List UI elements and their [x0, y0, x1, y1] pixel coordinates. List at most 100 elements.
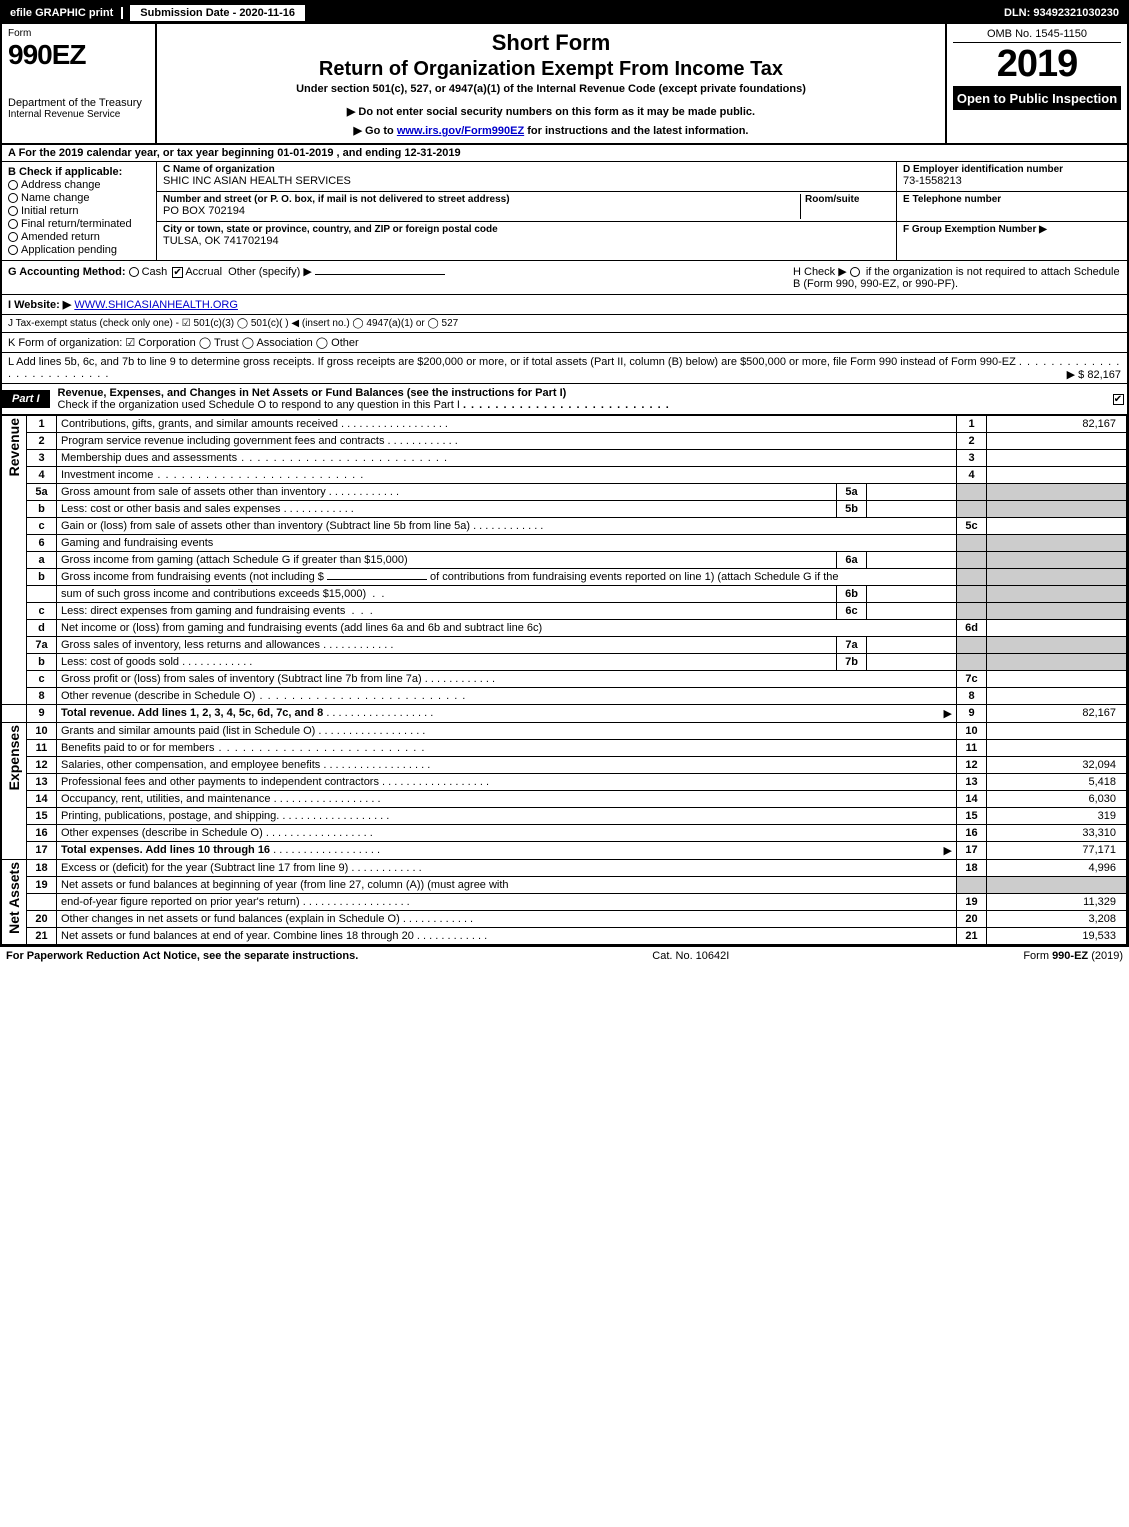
b-opt-address[interactable]: Address change: [8, 179, 150, 191]
c-addr-label: Number and street (or P. O. box, if mail…: [163, 194, 800, 205]
col-val: [987, 518, 1127, 535]
radio-icon[interactable]: [129, 267, 139, 277]
website-link[interactable]: WWW.SHICASIANHEALTH.ORG: [74, 299, 238, 311]
line-num: 15: [27, 808, 57, 825]
table-row: 9 Total revenue. Add lines 1, 2, 3, 4, 5…: [2, 705, 1127, 723]
line-desc: Gain or (loss) from sale of assets other…: [57, 518, 957, 535]
col-val: [987, 467, 1127, 484]
line-num: 18: [27, 860, 57, 877]
irs-link[interactable]: www.irs.gov/Form990EZ: [397, 125, 524, 137]
col-num: 1: [957, 416, 987, 433]
l18-text: Excess or (deficit) for the year (Subtra…: [61, 862, 348, 874]
c-name-label: C Name of organization: [163, 164, 890, 175]
col-num: 12: [957, 757, 987, 774]
table-row: Revenue 1 Contributions, gifts, grants, …: [2, 416, 1127, 433]
header-right: OMB No. 1545-1150 2019 Open to Public In…: [947, 24, 1127, 143]
l5c-text: Gain or (loss) from sale of assets other…: [61, 520, 470, 532]
b-title: B Check if applicable:: [8, 166, 150, 178]
dots-icon: [270, 844, 380, 856]
dots-icon: [214, 742, 425, 754]
dots-icon: [237, 452, 448, 464]
netassets-label: Net Assets: [6, 862, 22, 934]
line-num: a: [27, 552, 57, 569]
col-num: 18: [957, 860, 987, 877]
b-label-4: Amended return: [21, 231, 100, 243]
org-address: PO BOX 702194: [163, 205, 800, 217]
col-num: 10: [957, 723, 987, 740]
table-row: 7a Gross sales of inventory, less return…: [2, 637, 1127, 654]
sub-num: 6b: [837, 586, 867, 603]
dots-icon: [320, 759, 430, 771]
grey-cell: [957, 501, 987, 518]
section-h: H Check ▶ if the organization is not req…: [787, 261, 1127, 294]
grey-cell: [987, 552, 1127, 569]
form-word: Form: [8, 28, 149, 39]
col-num: 2: [957, 433, 987, 450]
col-num: 13: [957, 774, 987, 791]
b-opt-amended[interactable]: Amended return: [8, 231, 150, 243]
l10-text: Grants and similar amounts paid (list in…: [61, 725, 315, 737]
i-label: I Website: ▶: [8, 299, 71, 311]
e-phone-label: E Telephone number: [903, 194, 1121, 205]
section-c: C Name of organization SHIC INC ASIAN HE…: [157, 162, 897, 260]
blank-line[interactable]: [327, 579, 427, 580]
grey-cell: [987, 637, 1127, 654]
grey-cell: [987, 654, 1127, 671]
l6-text: Gaming and fundraising events: [57, 535, 957, 552]
l6b-text3: sum of such gross income and contributio…: [61, 588, 366, 600]
dept-treasury: Department of the Treasury: [8, 97, 149, 109]
l6b-text1: Gross income from fundraising events (no…: [61, 571, 324, 583]
part1-header: Part I Revenue, Expenses, and Changes in…: [2, 384, 1127, 415]
l9-text: Total revenue. Add lines 1, 2, 3, 4, 5c,…: [61, 707, 323, 719]
table-row: 11 Benefits paid to or for members 11: [2, 740, 1127, 757]
l13-text: Professional fees and other payments to …: [61, 776, 379, 788]
sub-num: 5b: [837, 501, 867, 518]
header-left: Form 990EZ Department of the Treasury In…: [2, 24, 157, 143]
grey-cell: [957, 586, 987, 603]
line-desc: Less: cost or other basis and sales expe…: [57, 501, 837, 518]
footer-left: For Paperwork Reduction Act Notice, see …: [6, 950, 358, 962]
b-label-5: Application pending: [21, 244, 117, 256]
b-opt-initial[interactable]: Initial return: [8, 205, 150, 217]
part1-checkbox[interactable]: [1109, 393, 1127, 405]
dots-icon: [323, 707, 433, 719]
l11-text: Benefits paid to or for members: [61, 742, 214, 754]
line-desc: Gross income from fundraising events (no…: [57, 569, 957, 586]
section-l: L Add lines 5b, 6c, and 7b to line 9 to …: [2, 353, 1127, 384]
line-num: 4: [27, 467, 57, 484]
sub-val: [867, 552, 957, 569]
line-num: 2: [27, 433, 57, 450]
sub-val: [867, 603, 957, 620]
col-num: 8: [957, 688, 987, 705]
l20-text: Other changes in net assets or fund bala…: [61, 913, 400, 925]
form-number: 990EZ: [8, 39, 149, 71]
grey-cell: [957, 484, 987, 501]
dots-icon: [315, 725, 425, 737]
line-desc: Total expenses. Add lines 10 through 16: [57, 842, 957, 860]
b-opt-final[interactable]: Final return/terminated: [8, 218, 150, 230]
table-row: 21 Net assets or fund balances at end of…: [2, 928, 1127, 945]
line-num: 8: [27, 688, 57, 705]
col-num: 9: [957, 705, 987, 723]
d-ein-label: D Employer identification number: [903, 164, 1121, 175]
b-opt-pending[interactable]: Application pending: [8, 244, 150, 256]
table-row: 19 Net assets or fund balances at beginn…: [2, 877, 1127, 894]
l7a-text: Gross sales of inventory, less returns a…: [61, 639, 320, 651]
table-row: d Net income or (loss) from gaming and f…: [2, 620, 1127, 637]
org-city: TULSA, OK 741702194: [163, 235, 890, 247]
checkbox-checked-icon[interactable]: [172, 267, 183, 278]
sub-val: [867, 654, 957, 671]
arrow-icon: [944, 844, 952, 857]
col-num: 14: [957, 791, 987, 808]
line-num: b: [27, 569, 57, 586]
irs-label: Internal Revenue Service: [8, 109, 149, 120]
g-other: Other (specify) ▶: [228, 266, 312, 278]
g-other-line[interactable]: [315, 274, 445, 275]
col-val: 6,030: [987, 791, 1127, 808]
l5b-text: Less: cost or other basis and sales expe…: [61, 503, 281, 515]
ein-value: 73-1558213: [903, 175, 1121, 187]
dots-icon: [300, 896, 410, 908]
b-label-2: Initial return: [21, 205, 78, 217]
radio-icon[interactable]: [850, 267, 860, 277]
b-opt-name[interactable]: Name change: [8, 192, 150, 204]
